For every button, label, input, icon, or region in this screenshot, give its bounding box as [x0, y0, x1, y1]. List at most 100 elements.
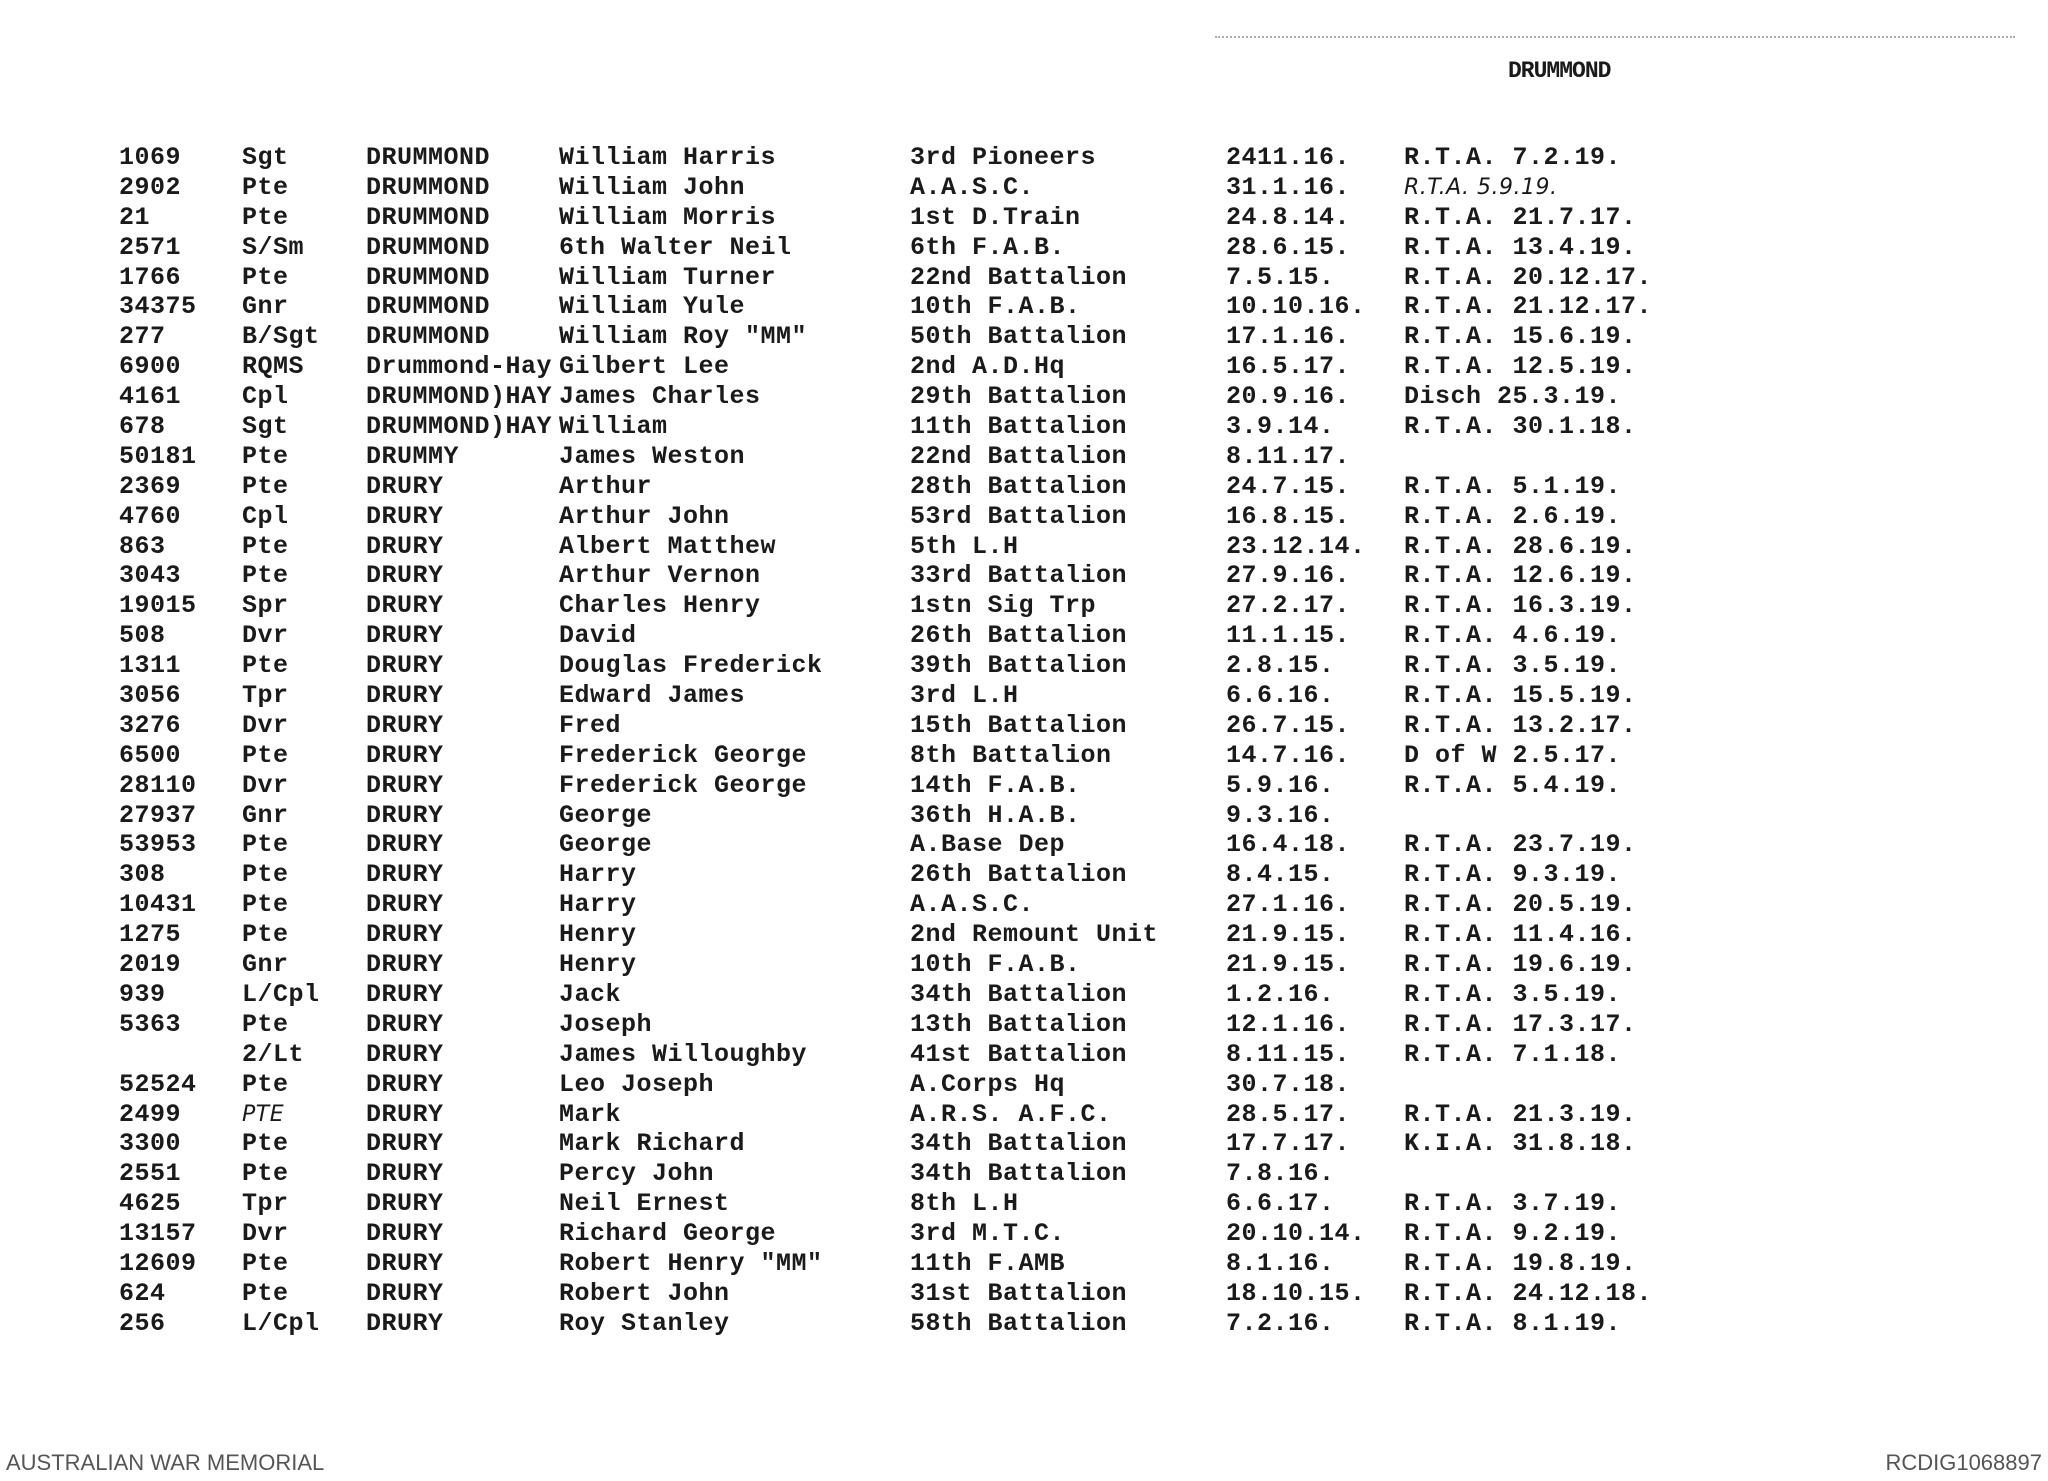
given-names: Joseph	[559, 1009, 653, 1039]
given-names: Percy John	[559, 1159, 715, 1189]
unit: 22nd Battalion	[910, 262, 1128, 292]
enlistment-date: 14.7.16.	[1226, 740, 1351, 770]
enlistment-date: 8.4.15.	[1226, 860, 1335, 890]
enlistment-date: 18.10.15.	[1226, 1278, 1366, 1308]
rank: Pte	[242, 441, 289, 471]
rank: Pte	[242, 561, 289, 591]
surname: DRURY	[366, 1069, 444, 1099]
given-names: George	[559, 830, 653, 860]
unit: 31st Battalion	[910, 1278, 1128, 1308]
enlistment-date: 21.9.15.	[1226, 950, 1351, 980]
unit: 34th Battalion	[910, 1159, 1128, 1189]
service-number: 256	[119, 1308, 166, 1338]
rank: Pte	[242, 1159, 289, 1189]
surname: DRURY	[366, 1099, 444, 1129]
fate: R.T.A. 3.5.19.	[1404, 651, 1622, 681]
enlistment-date: 7.8.16.	[1226, 1159, 1335, 1189]
surname: DRURY	[366, 561, 444, 591]
given-names: Leo Joseph	[559, 1069, 715, 1099]
given-names: Albert Matthew	[559, 531, 777, 561]
surname: DRURY	[366, 979, 444, 1009]
fate: R.T.A. 12.6.19.	[1404, 561, 1637, 591]
unit: 33rd Battalion	[910, 561, 1128, 591]
unit: 10th F.A.B.	[910, 292, 1081, 322]
given-names: 6th Walter Neil	[559, 232, 792, 262]
given-names: Frederick George	[559, 740, 808, 770]
surname: DRURY	[366, 681, 444, 711]
given-names: James Charles	[559, 382, 761, 412]
rank: Dvr	[242, 621, 289, 651]
enlistment-date: 10.10.16.	[1226, 292, 1366, 322]
surname: DRUMMOND)HAY	[366, 382, 553, 412]
fate: R.T.A. 24.12.18.	[1404, 1278, 1653, 1308]
rank: Pte	[242, 830, 289, 860]
service-number: 19015	[119, 591, 197, 621]
fate: Disch 25.3.19.	[1404, 382, 1622, 412]
service-number: 4625	[119, 1189, 182, 1219]
given-names: William Morris	[559, 202, 777, 232]
given-names: Robert John	[559, 1278, 730, 1308]
unit: 2nd Remount Unit	[910, 920, 1159, 950]
enlistment-date: 27.9.16.	[1226, 561, 1351, 591]
given-names: Richard George	[559, 1219, 777, 1249]
rank: Gnr	[242, 292, 289, 322]
rank: Tpr	[242, 681, 289, 711]
rank: Dvr	[242, 1219, 289, 1249]
given-names: William Roy "MM"	[559, 322, 808, 352]
enlistment-date: 28.5.17.	[1226, 1099, 1351, 1129]
surname: DRURY	[366, 1159, 444, 1189]
service-number: 2499	[119, 1099, 182, 1129]
unit: 6th F.A.B.	[910, 232, 1066, 262]
unit: 34th Battalion	[910, 1129, 1128, 1159]
fate: R.T.A. 4.6.19.	[1404, 621, 1622, 651]
enlistment-date: 20.9.16.	[1226, 382, 1351, 412]
enlistment-date: 27.2.17.	[1226, 591, 1351, 621]
surname: DRUMMOND)HAY	[366, 412, 553, 442]
given-names: Arthur Vernon	[559, 561, 761, 591]
given-names: Fred	[559, 710, 622, 740]
enlistment-date: 1.2.16.	[1226, 979, 1335, 1009]
rank: L/Cpl	[242, 1308, 320, 1338]
enlistment-date: 26.7.15.	[1226, 710, 1351, 740]
unit: A.A.S.C.	[910, 890, 1035, 920]
fate: R.T.A. 16.3.19.	[1404, 591, 1637, 621]
fate: R.T.A. 21.3.19.	[1404, 1099, 1637, 1129]
rank: Pte	[242, 172, 289, 202]
unit: 11th Battalion	[910, 412, 1128, 442]
surname: DRURY	[366, 1308, 444, 1338]
surname: DRUMMOND	[366, 322, 491, 352]
footer-record-id: RCDIG1068897	[1885, 1450, 2042, 1475]
surname: DRURY	[366, 651, 444, 681]
service-number: 6900	[119, 352, 182, 382]
surname: DRURY	[366, 770, 444, 800]
unit: 28th Battalion	[910, 471, 1128, 501]
service-number: 3056	[119, 681, 182, 711]
fate: R.T.A. 13.4.19.	[1404, 232, 1637, 262]
service-number: 1311	[119, 651, 182, 681]
given-names: Harry	[559, 890, 637, 920]
given-names: James Willoughby	[559, 1039, 808, 1069]
given-names: Roy Stanley	[559, 1308, 730, 1338]
enlistment-date: 5.9.16.	[1226, 770, 1335, 800]
given-names: James Weston	[559, 441, 746, 471]
unit: A.Corps Hq	[910, 1069, 1066, 1099]
unit: 14th F.A.B.	[910, 770, 1081, 800]
given-names: Gilbert Lee	[559, 352, 730, 382]
surname: DRURY	[366, 1039, 444, 1069]
surname: DRURY	[366, 830, 444, 860]
surname: DRUMMOND	[366, 172, 491, 202]
service-number: 3043	[119, 561, 182, 591]
fate: R.T.A. 20.12.17.	[1404, 262, 1653, 292]
unit: A.A.S.C.	[910, 172, 1035, 202]
surname: DRURY	[366, 1129, 444, 1159]
rank: Pte	[242, 1278, 289, 1308]
surname: DRURY	[366, 1009, 444, 1039]
rank: Pte	[242, 1129, 289, 1159]
service-number: 2369	[119, 471, 182, 501]
enlistment-date: 6.6.17.	[1226, 1189, 1335, 1219]
rank: Pte	[242, 1069, 289, 1099]
service-number: 27937	[119, 800, 197, 830]
surname: DRURY	[366, 800, 444, 830]
enlistment-date: 8.1.16.	[1226, 1248, 1335, 1278]
enlistment-date: 31.1.16.	[1226, 172, 1351, 202]
